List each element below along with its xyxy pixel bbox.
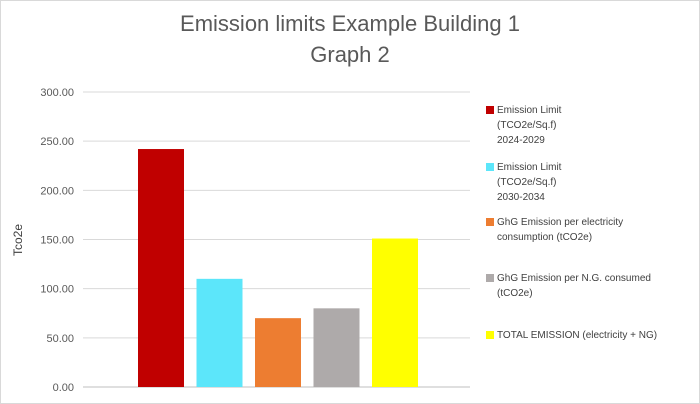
y-tick-label: 150.00	[40, 235, 74, 247]
bar-4	[313, 308, 360, 387]
legend-item-total-emission: TOTAL EMISSION (electricity + NG)	[486, 328, 657, 343]
legend-label: Emission Limit (TCO2e/Sq.f) 2030-2034	[497, 162, 562, 203]
chart-title: Emission limits Example Building 1	[180, 11, 520, 36]
y-tick-label: 300.00	[40, 87, 74, 99]
legend-swatch	[486, 331, 494, 339]
bar-2	[196, 278, 243, 387]
bar-5	[372, 238, 418, 387]
legend-label: GhG Emission per electricity consumption…	[497, 217, 624, 243]
bar-3	[255, 318, 301, 387]
legend-swatch	[486, 106, 494, 114]
y-tick-label: 200.00	[40, 185, 74, 197]
legend-label: Emission Limit (TCO2e/Sq.f) 2024-2029	[497, 105, 562, 146]
legend-label: GhG Emission per N.G. consumed (tCO2e)	[497, 273, 651, 299]
y-tick-label: 0.00	[53, 382, 74, 394]
legend-swatch	[486, 163, 494, 171]
y-tick-label: 250.00	[40, 136, 74, 148]
legend-item-emission-limit-2030-2034: Emission Limit (TCO2e/Sq.f) 2030-2034	[486, 160, 561, 205]
legend-item-emission-limit-2024-2029: Emission Limit (TCO2e/Sq.f) 2024-2029	[486, 103, 561, 148]
y-tick-label: 50.00	[46, 333, 74, 345]
legend-swatch	[486, 274, 494, 282]
legend-label: TOTAL EMISSION (electricity + NG)	[497, 330, 658, 341]
legend-item-ghg-electricity: GhG Emission per electricity consumption…	[486, 215, 623, 245]
chart-subtitle: Graph 2	[310, 42, 390, 67]
legend-swatch	[486, 218, 494, 226]
bar-1	[138, 149, 184, 387]
legend-item-ghg-natural-gas: GhG Emission per N.G. consumed (tCO2e)	[486, 271, 651, 301]
y-tick-label: 100.00	[40, 284, 74, 296]
legend: Emission Limit (TCO2e/Sq.f) 2024-2029 Em…	[486, 0, 700, 404]
